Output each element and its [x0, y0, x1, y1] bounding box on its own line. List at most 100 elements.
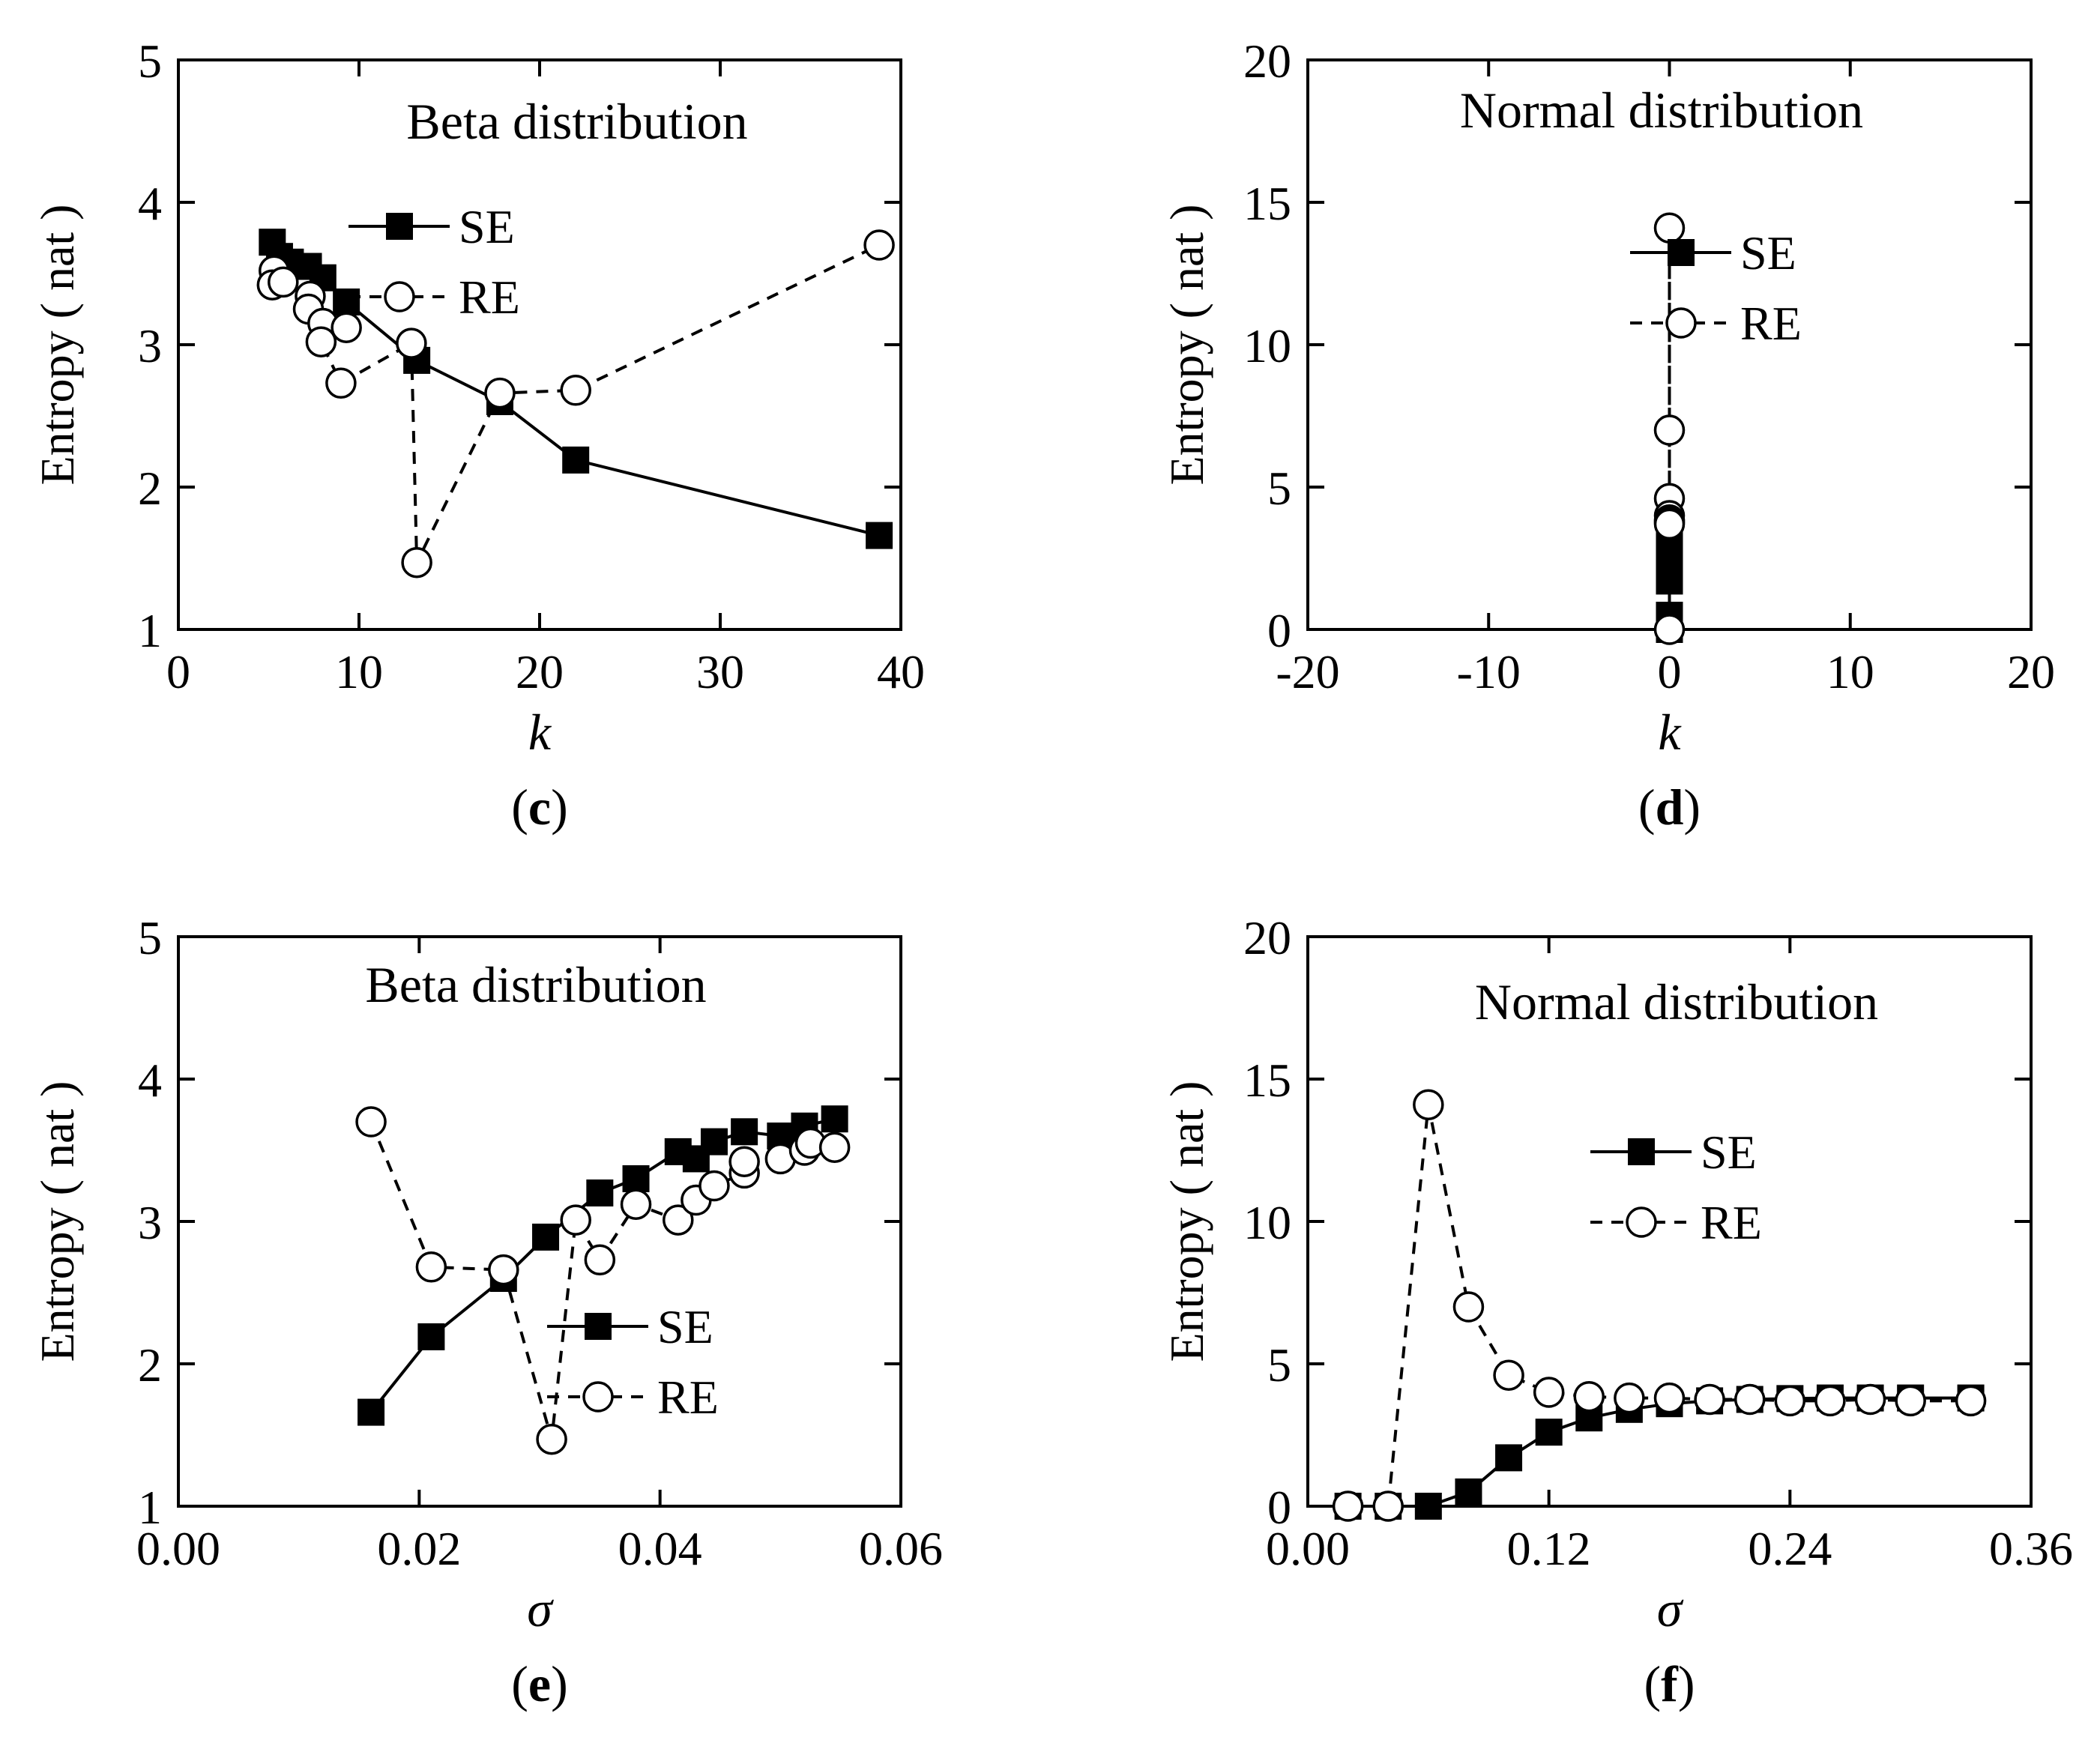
data-point: [821, 1105, 848, 1133]
data-point: [1774, 1385, 1806, 1417]
series-line: [1348, 1104, 1971, 1508]
data-point: [331, 312, 362, 343]
legend-marker: [1626, 1206, 1657, 1238]
data-point: [622, 1165, 650, 1192]
x-tick-label: 30: [696, 645, 744, 698]
data-point: [488, 1254, 519, 1286]
data-point: [818, 1132, 851, 1163]
data-point: [728, 1146, 760, 1177]
chart-panel-d: 0 5 10 15 20 -20 -10 0 10 20 k Entropy ( nat ) (d) No…: [1160, 34, 2055, 836]
data-point: [1653, 414, 1686, 446]
y-axis-label: Entropy ( nat ): [1160, 205, 1213, 486]
plot-frame: [177, 935, 902, 1508]
data-point: [560, 375, 591, 406]
legend: SE RE: [349, 200, 520, 324]
data-point: [357, 1398, 385, 1426]
panel-letter: e: [528, 1655, 551, 1712]
chart-panel-c: 1 2 3 4 5 0 10 20 30 40 k Entropy ( nat ) (c) Beta di…: [31, 34, 925, 836]
legend: SE RE: [1590, 1126, 1762, 1249]
x-tick-label: -20: [1276, 645, 1339, 698]
x-tick-label: 0.00: [136, 1522, 220, 1575]
x-tick-label: 0.06: [859, 1522, 943, 1575]
data-point: [1493, 1359, 1524, 1391]
data-point: [1414, 1493, 1442, 1520]
series-RE: [256, 229, 895, 579]
legend-marker: [1628, 1138, 1655, 1165]
panel-letter: f: [1661, 1655, 1679, 1712]
data-point: [536, 1423, 567, 1455]
x-tick-label: 40: [877, 645, 925, 698]
y-axis-label: Entropy ( nat ): [31, 1081, 84, 1362]
y-tick-label: 15: [1243, 177, 1291, 230]
legend: SE RE: [1630, 226, 1802, 350]
x-tick-label: 20: [516, 645, 564, 698]
x-tick-label: 0: [166, 645, 190, 698]
panel-label: (d): [1638, 779, 1701, 836]
series-RE: [1332, 1089, 1987, 1522]
data-point: [305, 326, 337, 357]
data-point: [1653, 212, 1686, 244]
x-tick-label: 0.12: [1507, 1522, 1591, 1575]
data-point: [1452, 1291, 1485, 1323]
data-point: [731, 1118, 758, 1146]
y-tick-label: 5: [138, 34, 162, 88]
x-axis-label: σ: [1657, 1580, 1684, 1637]
data-point: [1653, 1382, 1686, 1414]
legend-marker: [1665, 307, 1697, 339]
y-tick-label: 20: [1243, 911, 1291, 964]
legend-label: RE: [459, 271, 520, 324]
y-axis-label: Entropy ( nat ): [31, 205, 84, 486]
data-point: [1653, 508, 1686, 540]
data-point: [1814, 1385, 1846, 1417]
chart-title: Beta distribution: [365, 956, 706, 1013]
y-tick-label: 4: [138, 1054, 162, 1107]
panel-letter: c: [528, 779, 551, 836]
y-tick-label: 2: [138, 462, 162, 515]
data-point: [1495, 1444, 1523, 1472]
y-tick-label: 5: [138, 911, 162, 964]
legend-marker: [1668, 239, 1695, 266]
legend-label: RE: [1740, 297, 1802, 350]
legend-marker: [384, 281, 415, 312]
legend-marker: [386, 213, 413, 240]
series-RE: [1653, 212, 1686, 645]
data-point: [1372, 1490, 1404, 1522]
x-tick-label: 0.24: [1748, 1522, 1832, 1575]
data-point: [1413, 1089, 1444, 1120]
data-point: [620, 1188, 652, 1220]
y-tick-label: 2: [138, 1338, 162, 1392]
data-point: [560, 1204, 591, 1236]
legend-label: RE: [1701, 1196, 1762, 1249]
chart-panel-f: 0 5 10 15 20 0.00 0.12 0.24 0.36 σ Entropy ( nat )…: [1160, 911, 2073, 1712]
data-point: [396, 327, 427, 359]
panel-letter: d: [1656, 779, 1684, 836]
y-tick-label: 1: [138, 1481, 162, 1534]
y-tick-label: 20: [1243, 34, 1291, 88]
y-tick-label: 15: [1243, 1054, 1291, 1107]
x-tick-label: 10: [335, 645, 383, 698]
data-point: [663, 1204, 694, 1236]
y-tick-label: 4: [138, 177, 162, 230]
data-point: [1854, 1383, 1886, 1416]
data-point: [866, 522, 893, 549]
panel-label: (c): [511, 779, 568, 836]
y-tick-label: 5: [1267, 1338, 1291, 1392]
y-tick-label: 5: [1267, 462, 1291, 515]
data-point: [415, 1251, 447, 1283]
data-point: [417, 1323, 445, 1350]
data-point: [700, 1128, 728, 1156]
data-point: [1955, 1385, 1987, 1417]
panel-label: (e): [511, 1655, 568, 1712]
y-tick-label: 10: [1243, 1196, 1291, 1249]
legend-label: SE: [1740, 226, 1796, 280]
data-point: [484, 377, 516, 409]
data-point: [863, 229, 895, 261]
y-tick-label: 3: [138, 1196, 162, 1249]
y-tick-label: 3: [138, 319, 162, 372]
chart-title: Normal distribution: [1460, 82, 1863, 139]
series-line: [1348, 1396, 1971, 1508]
series-SE: [357, 1105, 848, 1426]
data-point: [1734, 1383, 1766, 1416]
y-tick-label: 0: [1267, 1481, 1291, 1534]
